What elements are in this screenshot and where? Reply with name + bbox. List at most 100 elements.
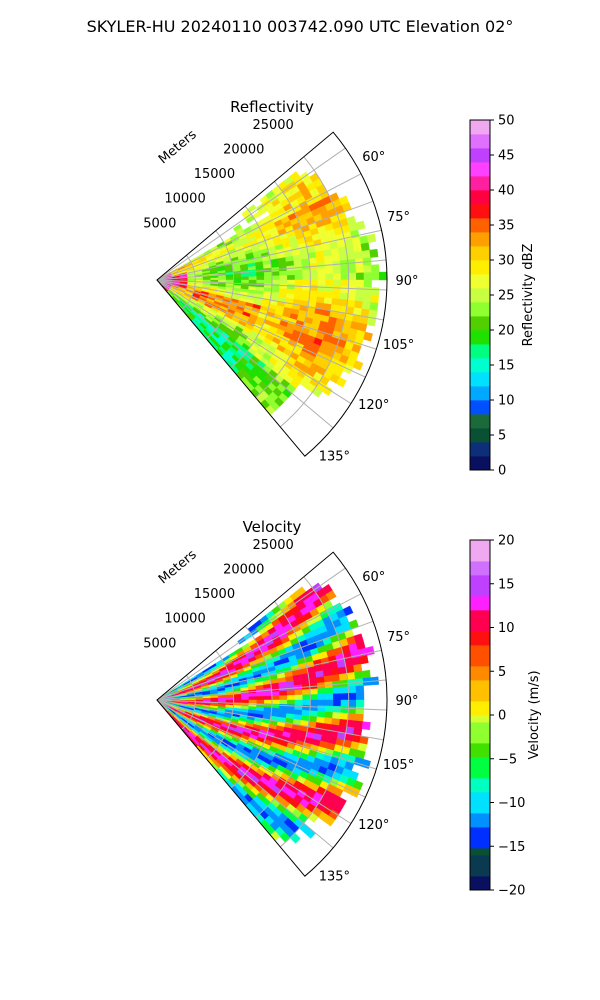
field-cell — [370, 287, 380, 296]
colorbar-segment — [470, 232, 490, 240]
field-cell — [293, 679, 303, 686]
field-cell — [361, 721, 371, 731]
field-cell — [263, 691, 273, 697]
field-cell — [279, 695, 288, 701]
colorbar-tick-label: −10 — [498, 796, 525, 811]
velocity-radial-ticks: 5000 10000 15000 20000 25000 — [143, 538, 294, 652]
field-cell — [325, 705, 334, 713]
colorbar-tick-label: 15 — [498, 577, 515, 592]
field-cell — [325, 273, 334, 281]
field-cell — [338, 253, 348, 262]
field-cell — [294, 279, 303, 286]
field-cell — [355, 265, 365, 274]
field-cell — [348, 279, 357, 288]
reflectivity-field — [156, 171, 388, 416]
field-cell — [264, 695, 273, 701]
field-cell — [279, 279, 288, 285]
reflectivity-grid — [156, 131, 388, 457]
colorbar-segment — [470, 435, 490, 443]
field-cell — [354, 250, 364, 260]
field-cell — [233, 276, 242, 281]
field-cell — [248, 276, 257, 281]
colorbar-tick-label: 50 — [498, 114, 515, 129]
colorbar-segment — [470, 722, 490, 730]
field-cell — [340, 693, 349, 701]
field-cell — [240, 693, 250, 698]
field-cell — [256, 276, 265, 281]
azimuth-tick-label: 90° — [395, 694, 418, 709]
field-cell — [264, 699, 273, 705]
colorbar-segment — [470, 351, 490, 359]
figure-suptitle: SKYLER-HU 20240110 003742.090 UTC Elevat… — [87, 17, 514, 36]
field-cell — [348, 272, 357, 281]
field-cell — [338, 673, 348, 682]
reflectivity-title: Reflectivity — [230, 98, 314, 116]
azimuth-tick-label: 90° — [395, 274, 418, 289]
velocity-colorbar: −20 −15 −10 −5 0 5 10 15 20 Velocity (m/s) — [469, 534, 542, 899]
colorbar-segment — [470, 169, 490, 177]
colorbar-tick-label: 10 — [498, 394, 515, 409]
field-cell — [323, 255, 333, 263]
field-cell — [347, 706, 357, 715]
field-cell — [308, 677, 318, 685]
azimuth-gridline — [156, 279, 377, 350]
colorbar-segment — [470, 785, 490, 793]
velocity-colorbar-ticks: −20 −15 −10 −5 0 5 10 15 20 — [490, 534, 525, 899]
field-cell — [302, 694, 311, 701]
azimuth-gridline — [156, 173, 362, 281]
colorbar-segment — [470, 127, 490, 135]
field-cell — [210, 697, 219, 701]
field-cell — [331, 674, 341, 682]
reflectivity-panel: Reflectivity 5000 10000 15000 20000 25000 60… — [143, 98, 418, 464]
colorbar-segment — [470, 694, 490, 702]
colorbar-segment — [470, 253, 490, 261]
colorbar-tick-label: 20 — [498, 534, 515, 549]
field-cell — [271, 699, 280, 705]
field-cell — [339, 292, 349, 301]
field-cell — [279, 699, 288, 705]
field-cell — [332, 285, 342, 294]
field-cell — [370, 264, 380, 273]
field-cell — [354, 670, 364, 680]
colorbar-segment — [470, 288, 490, 296]
field-cell — [354, 713, 364, 722]
colorbar-segment — [470, 883, 490, 891]
colorbar-segment — [470, 449, 490, 457]
field-cell — [233, 693, 242, 698]
field-cell — [248, 692, 257, 698]
field-cell — [287, 694, 296, 701]
field-cell — [363, 286, 372, 296]
colorbar-segment — [470, 190, 490, 198]
field-cell — [363, 279, 372, 288]
reflectivity-radial-ticks: 5000 10000 15000 20000 25000 — [143, 118, 294, 232]
field-cell — [347, 685, 357, 694]
field-cell — [348, 692, 357, 701]
field-cell — [294, 694, 303, 701]
field-cell — [361, 669, 371, 679]
field-cell — [264, 275, 273, 281]
colorbar-segment — [470, 309, 490, 317]
field-cell — [279, 690, 288, 696]
field-cell — [309, 274, 319, 281]
colorbar-segment — [470, 813, 490, 821]
colorbar-segment — [470, 400, 490, 408]
field-cell — [279, 270, 288, 276]
field-cell — [271, 279, 280, 285]
field-cell — [378, 271, 388, 281]
field-cell — [336, 376, 347, 388]
range-ring — [279, 156, 350, 428]
field-cell — [317, 687, 326, 695]
colorbar-segment — [470, 204, 490, 212]
field-cell — [347, 713, 357, 722]
field-cell — [363, 331, 373, 342]
azimuth-tick-label: 60° — [362, 570, 385, 585]
colorbar-segment — [470, 330, 490, 338]
colorbar-segment — [470, 834, 490, 842]
colorbar-segment — [470, 323, 490, 331]
field-cell — [348, 699, 357, 708]
field-cell — [332, 266, 342, 275]
colorbar-segment — [470, 456, 490, 464]
field-cell — [309, 688, 319, 695]
colorbar-segment — [470, 281, 490, 289]
field-cell — [332, 712, 341, 720]
